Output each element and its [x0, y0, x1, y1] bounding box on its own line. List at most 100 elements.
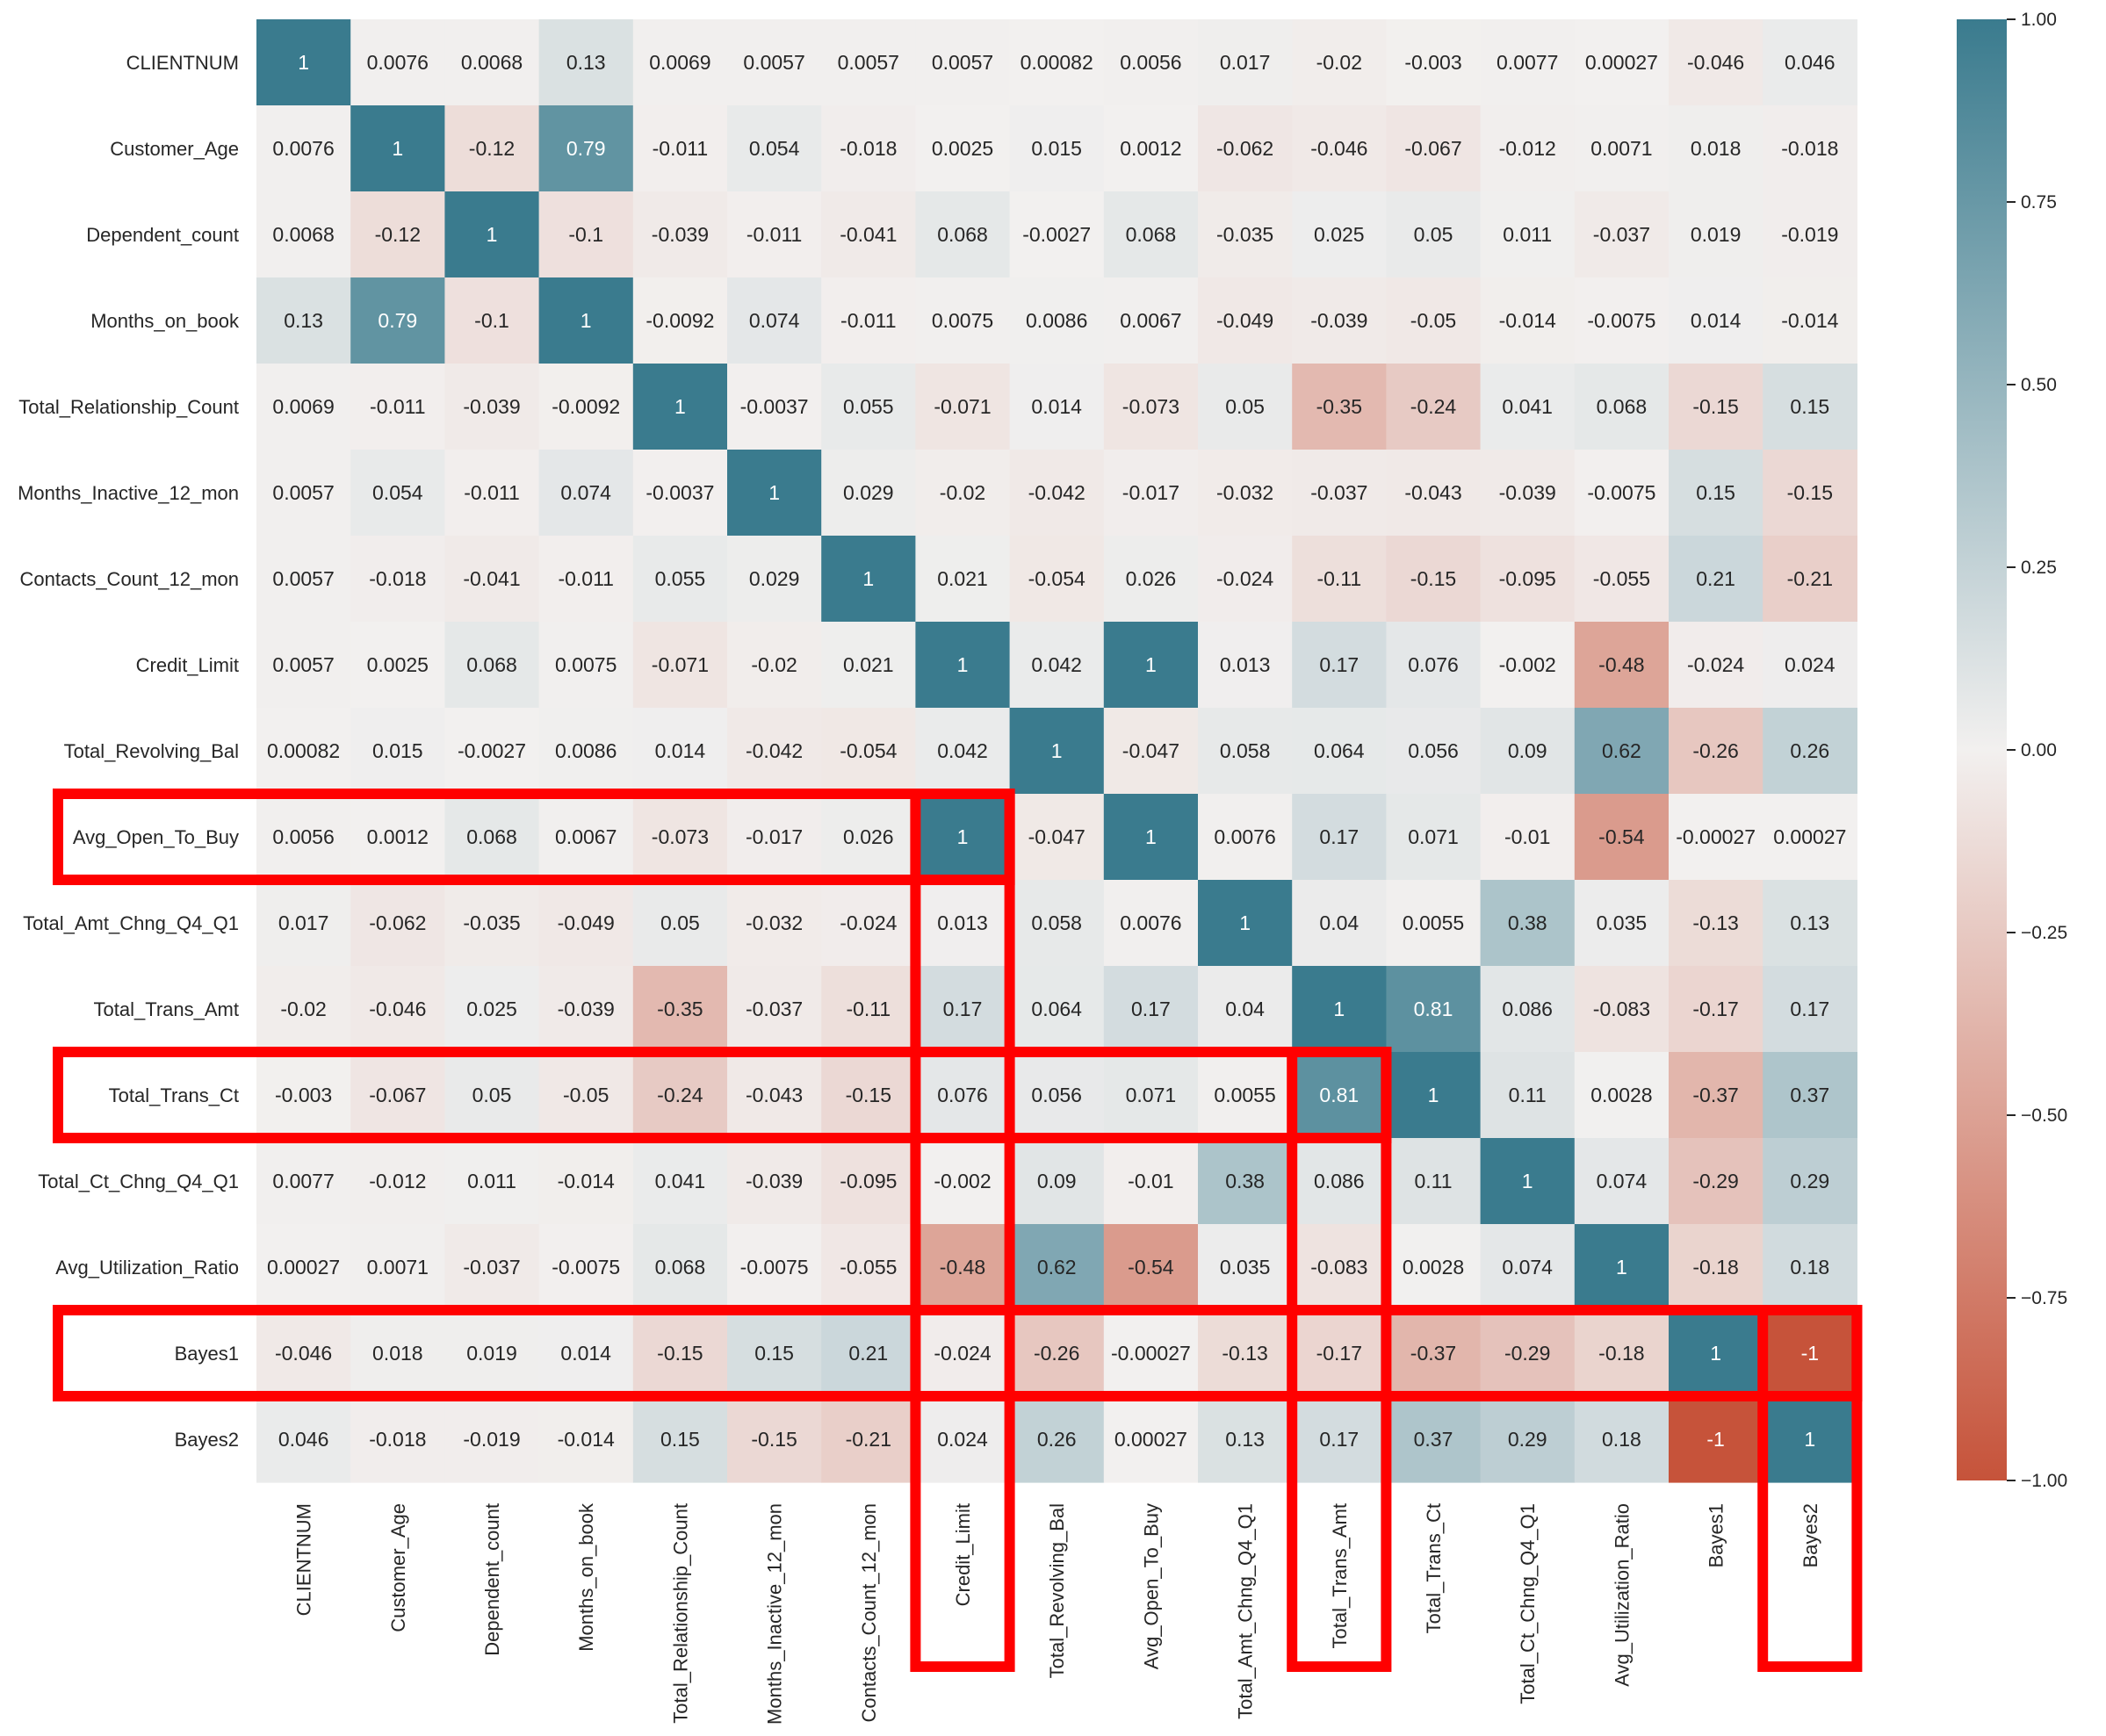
- heatmap-cell: [444, 536, 540, 623]
- cell-value-label: -0.042: [746, 739, 803, 762]
- cell-value-label: -0.12: [469, 137, 515, 160]
- heatmap-cell: [1009, 1052, 1105, 1139]
- highlight-box: [1287, 1047, 1392, 1672]
- y-tick-label: Contacts_Count_12_mon: [20, 568, 240, 590]
- heatmap-cell: [350, 966, 445, 1053]
- heatmap-cell: [821, 622, 916, 709]
- x-tick-label: Total_Relationship_Count: [669, 1503, 691, 1724]
- heatmap-cell: [632, 105, 728, 192]
- heatmap-cell: [1669, 1224, 1763, 1311]
- heatmap-cell: [256, 622, 351, 709]
- heatmap-cell: [1480, 536, 1576, 623]
- cell-value-label: 0.0057: [272, 481, 334, 504]
- heatmap-cell: [1292, 1396, 1387, 1483]
- heatmap-cell: [538, 191, 634, 278]
- cell-value-label: -0.11: [846, 998, 891, 1020]
- heatmap-cell: [1574, 880, 1670, 967]
- y-tick-label: Months_on_book: [90, 310, 240, 332]
- cell-value-label: -0.018: [369, 567, 426, 590]
- cell-value-label: 1: [392, 137, 403, 160]
- cell-value-label: -0.039: [463, 395, 520, 418]
- cell-value-label: 0.026: [843, 825, 894, 848]
- heatmap-cell: [1009, 191, 1105, 278]
- cell-value-label: 0.068: [466, 653, 517, 676]
- heatmap-cell: [1480, 191, 1576, 278]
- cell-value-label: -0.049: [1216, 309, 1273, 332]
- heatmap-cell: [1386, 1138, 1482, 1225]
- heatmap-cell: [915, 450, 1011, 537]
- cell-value-label: -0.024: [1216, 567, 1273, 590]
- heatmap-cell: [1198, 536, 1293, 623]
- cell-value-label: -0.024: [840, 911, 897, 934]
- cell-value-label: 1: [1522, 1170, 1533, 1192]
- cell-value-label: 0.071: [1408, 825, 1459, 848]
- heatmap-cell: [1669, 1396, 1763, 1483]
- cell-value-label: 0.0076: [272, 137, 334, 160]
- cell-value-label: -0.062: [1216, 137, 1273, 160]
- heatmap-cell: [727, 708, 822, 795]
- cell-value-label: 0.013: [1220, 653, 1271, 676]
- cell-value-label: 0.021: [843, 653, 894, 676]
- cell-value-label: 0.0067: [1120, 309, 1181, 332]
- heatmap-cell: [1386, 1396, 1482, 1483]
- colorbar-tick-label: −1.00: [2021, 1471, 2067, 1491]
- heatmap-cell: [727, 19, 822, 106]
- cell-value-label: 0.015: [372, 739, 423, 762]
- heatmap-cell: [1009, 966, 1105, 1053]
- heatmap-cell: [821, 1396, 916, 1483]
- heatmap-cell: [256, 1396, 351, 1483]
- heatmap-cell: [1574, 1224, 1670, 1311]
- heatmap-cell: [1386, 1310, 1482, 1397]
- cell-value-label: -0.071: [652, 653, 709, 676]
- cell-value-label: 0.00027: [1114, 1428, 1187, 1451]
- heatmap-cell: [350, 880, 445, 967]
- cell-value-label: 0.17: [1790, 998, 1829, 1020]
- heatmap-cell: [1574, 1138, 1670, 1225]
- cell-value-label: -0.02: [751, 653, 797, 676]
- cell-value-label: -0.002: [934, 1170, 991, 1192]
- heatmap-cell: [1292, 450, 1387, 537]
- cell-value-label: 0.0076: [1120, 911, 1181, 934]
- heatmap-cell: [1292, 794, 1387, 881]
- heatmap-cell: [632, 191, 728, 278]
- cell-value-label: -1: [1706, 1428, 1724, 1451]
- heatmap-cell: [632, 1052, 728, 1139]
- cell-value-label: 0.00027: [1773, 825, 1846, 848]
- heatmap-cell: [915, 364, 1011, 450]
- heatmap-cell: [1669, 277, 1763, 364]
- cell-value-label: -0.05: [1410, 309, 1456, 332]
- cell-value-label: 0.0028: [1403, 1256, 1464, 1279]
- heatmap-cell: [1574, 1052, 1670, 1139]
- heatmap-cell: [821, 277, 916, 364]
- cell-value-label: -0.18: [1598, 1342, 1644, 1365]
- x-tick-label: Months_on_book: [575, 1502, 597, 1652]
- heatmap-cell: [1009, 1138, 1105, 1225]
- y-tick-label: Total_Relationship_Count: [18, 396, 239, 418]
- cell-value-label: -0.05: [563, 1084, 609, 1106]
- cell-value-label: -0.041: [840, 223, 897, 246]
- cell-value-label: 0.018: [372, 1342, 423, 1365]
- cell-value-label: 0.041: [1502, 395, 1553, 418]
- cell-value-label: 0.035: [1597, 911, 1648, 934]
- heatmap-cell: [350, 794, 445, 881]
- heatmap-cell: [1669, 708, 1763, 795]
- cell-value-label: -0.0027: [458, 739, 526, 762]
- heatmap-cell: [727, 1224, 822, 1311]
- heatmap-cell: [256, 1052, 351, 1139]
- heatmap-cell: [1386, 536, 1482, 623]
- cell-value-label: -0.037: [463, 1256, 520, 1279]
- heatmap-cell: [632, 1138, 728, 1225]
- cell-value-label: 1: [1616, 1256, 1627, 1279]
- heatmap-cell: [538, 1224, 634, 1311]
- cell-value-label: 0.0077: [272, 1170, 334, 1192]
- cell-value-label: -0.48: [940, 1256, 985, 1279]
- heatmap-cell: [256, 536, 351, 623]
- x-tick-label: Contacts_Count_12_mon: [858, 1503, 880, 1723]
- y-tick-label: CLIENTNUM: [126, 52, 239, 74]
- heatmap-cell: [256, 277, 351, 364]
- heatmap-cell: [1763, 364, 1857, 450]
- heatmap-cell: [1763, 1224, 1857, 1311]
- cell-value-label: 0.13: [566, 51, 606, 74]
- cell-value-label: 0.29: [1790, 1170, 1829, 1192]
